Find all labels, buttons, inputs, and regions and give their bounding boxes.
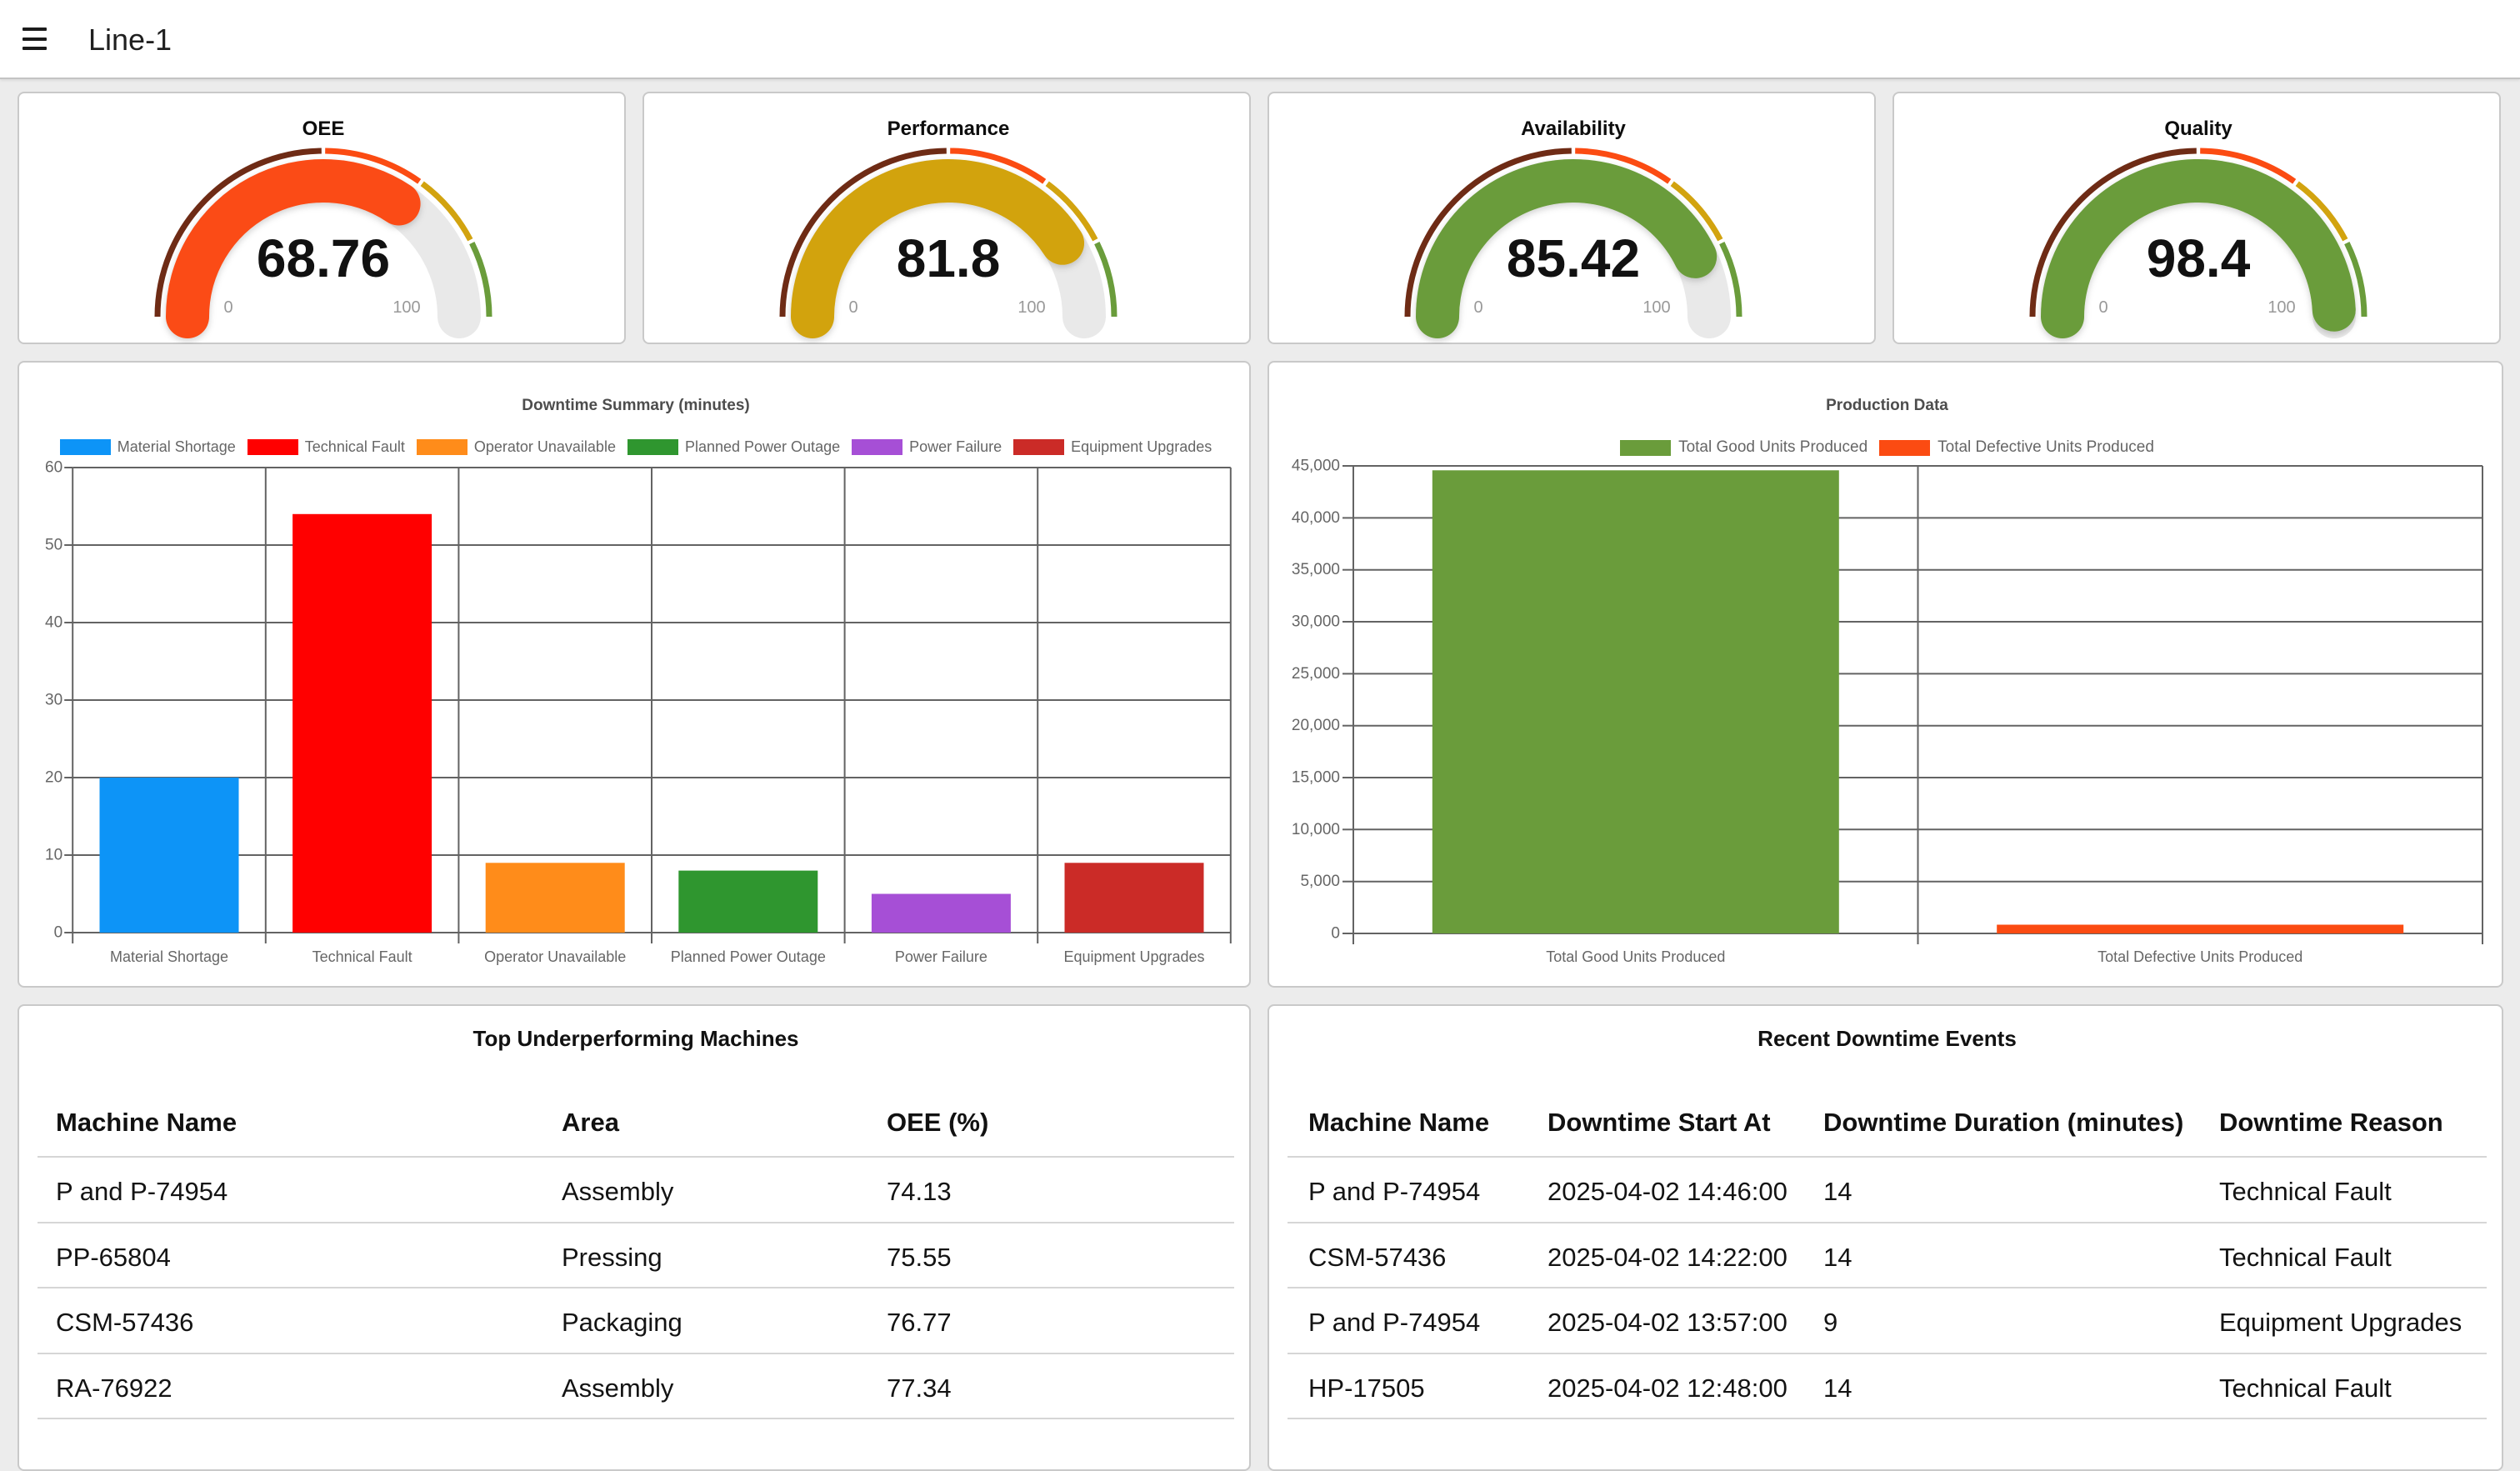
svg-text:25,000: 25,000 [1292, 665, 1340, 683]
svg-text:5,000: 5,000 [1300, 873, 1340, 890]
svg-text:20: 20 [45, 769, 62, 787]
svg-text:40,000: 40,000 [1292, 509, 1340, 527]
svg-text:60: 60 [45, 459, 62, 477]
svg-text:100: 100 [1642, 298, 1670, 317]
svg-text:100: 100 [1018, 298, 1045, 317]
svg-text:50: 50 [45, 537, 62, 554]
svg-text:35,000: 35,000 [1292, 561, 1340, 578]
svg-text:100: 100 [2268, 298, 2295, 317]
svg-text:100: 100 [392, 298, 420, 317]
svg-text:0: 0 [848, 298, 858, 317]
svg-text:30,000: 30,000 [1292, 613, 1340, 631]
svg-text:Equipment Upgrades: Equipment Upgrades [1063, 948, 1204, 965]
svg-text:10: 10 [45, 847, 62, 864]
svg-text:Total Defective Units Produced: Total Defective Units Produced [2098, 948, 2302, 965]
svg-text:10,000: 10,000 [1292, 821, 1340, 838]
svg-text:15,000: 15,000 [1292, 769, 1340, 787]
svg-text:0: 0 [54, 924, 63, 942]
svg-text:Total Good Units Produced: Total Good Units Produced [1546, 948, 1725, 965]
svg-text:Power Failure: Power Failure [895, 948, 988, 965]
svg-text:Planned Power Outage: Planned Power Outage [671, 948, 826, 965]
svg-text:81.8: 81.8 [897, 228, 1001, 288]
svg-text:0: 0 [223, 298, 232, 317]
svg-text:30: 30 [45, 692, 62, 709]
svg-text:40: 40 [45, 614, 62, 632]
svg-text:68.76: 68.76 [257, 228, 390, 288]
svg-text:45,000: 45,000 [1292, 458, 1340, 475]
svg-text:Material Shortage: Material Shortage [110, 948, 228, 965]
svg-text:0: 0 [2098, 298, 2108, 317]
svg-text:85.42: 85.42 [1507, 228, 1640, 288]
svg-text:Technical Fault: Technical Fault [312, 948, 412, 965]
svg-text:98.4: 98.4 [2147, 228, 2251, 288]
svg-text:0: 0 [1473, 298, 1482, 317]
svg-text:0: 0 [1331, 925, 1340, 943]
svg-text:20,000: 20,000 [1292, 717, 1340, 734]
svg-text:Operator Unavailable: Operator Unavailable [484, 948, 626, 965]
